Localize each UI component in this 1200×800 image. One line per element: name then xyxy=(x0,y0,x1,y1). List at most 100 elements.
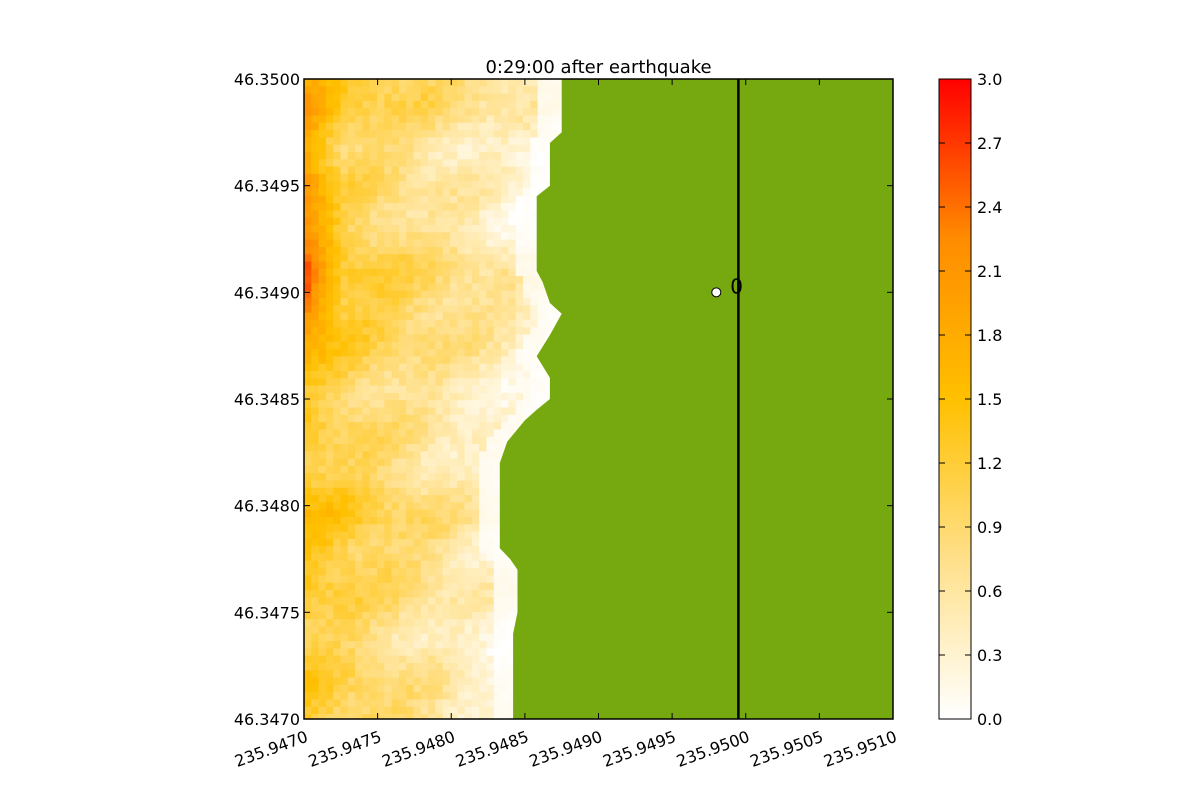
water-cell xyxy=(530,327,539,336)
water-cell xyxy=(428,79,436,87)
water-cell xyxy=(325,305,334,314)
water-cell xyxy=(479,568,488,576)
water-cell xyxy=(435,611,444,620)
water-cell xyxy=(464,714,473,719)
water-cell xyxy=(413,203,422,211)
water-cell xyxy=(377,144,385,153)
water-cell xyxy=(515,349,524,357)
water-cell xyxy=(318,217,327,226)
water-cell xyxy=(479,590,488,598)
water-cell xyxy=(325,444,334,452)
water-cell xyxy=(420,239,429,248)
water-cell xyxy=(501,130,509,138)
water-cell xyxy=(325,677,334,686)
water-cell xyxy=(428,502,436,511)
water-cell xyxy=(384,480,393,489)
water-cell xyxy=(450,480,458,489)
water-cell xyxy=(362,597,371,606)
water-cell xyxy=(471,79,480,87)
water-cell xyxy=(325,699,334,708)
water-cell xyxy=(398,451,407,460)
water-cell xyxy=(493,378,502,387)
water-cell xyxy=(362,188,371,197)
water-cell xyxy=(406,341,415,350)
water-cell xyxy=(311,444,320,452)
water-cell xyxy=(340,210,349,219)
water-cell xyxy=(406,100,415,109)
water-cell xyxy=(442,575,451,584)
water-cell xyxy=(333,684,342,693)
water-cell xyxy=(377,538,385,547)
water-cell xyxy=(318,444,327,452)
water-cell xyxy=(391,152,400,160)
water-cell xyxy=(493,305,502,314)
water-cell xyxy=(479,546,488,555)
water-cell xyxy=(515,261,524,270)
water-cell xyxy=(362,276,371,284)
water-cell xyxy=(318,349,327,357)
water-cell xyxy=(355,611,363,620)
water-cell xyxy=(450,327,458,336)
water-cell xyxy=(406,144,415,153)
water-cell xyxy=(442,210,451,219)
water-cell xyxy=(493,509,501,518)
water-cell xyxy=(304,203,312,211)
water-cell xyxy=(413,349,422,357)
water-cell xyxy=(493,546,502,555)
water-cell xyxy=(486,334,495,343)
water-cell xyxy=(347,451,356,460)
water-cell xyxy=(406,480,415,489)
water-cell xyxy=(508,203,517,211)
water-cell xyxy=(464,619,473,628)
water-cell xyxy=(486,444,495,452)
water-cell xyxy=(435,363,444,372)
water-cell xyxy=(420,144,429,153)
water-cell xyxy=(515,195,524,204)
water-cell xyxy=(471,451,480,460)
water-cell xyxy=(318,225,327,233)
water-cell xyxy=(501,641,509,649)
water-cell xyxy=(369,538,378,547)
water-cell xyxy=(391,473,400,482)
water-cell xyxy=(552,100,561,109)
water-cell xyxy=(515,173,524,182)
water-cell xyxy=(428,115,436,124)
water-cell xyxy=(450,560,458,569)
water-cell xyxy=(347,130,356,138)
water-cell xyxy=(442,633,451,642)
water-cell xyxy=(369,655,378,664)
water-cell xyxy=(333,619,342,628)
water-cell xyxy=(362,305,371,314)
water-cell xyxy=(362,159,371,168)
water-cell xyxy=(384,319,393,328)
water-cell xyxy=(435,144,444,153)
water-cell xyxy=(413,677,422,686)
water-cell xyxy=(377,341,385,350)
water-cell xyxy=(457,276,466,284)
water-cell xyxy=(384,312,393,321)
water-cell xyxy=(369,166,378,175)
water-cell xyxy=(369,108,378,117)
water-cell xyxy=(413,436,422,445)
water-cell xyxy=(442,385,451,394)
water-cell xyxy=(457,706,466,715)
water-cell xyxy=(362,684,371,693)
water-cell xyxy=(384,517,393,525)
water-cell xyxy=(450,568,458,576)
water-cell xyxy=(457,268,466,277)
water-cell xyxy=(391,371,400,379)
water-cell xyxy=(471,648,480,657)
water-cell xyxy=(435,122,444,131)
water-cell xyxy=(428,130,436,138)
water-cell xyxy=(428,495,436,503)
water-cell xyxy=(479,378,488,387)
water-cell xyxy=(508,560,515,569)
water-cell xyxy=(304,546,312,555)
water-cell xyxy=(479,108,488,117)
water-cell xyxy=(340,444,349,452)
water-cell xyxy=(413,407,422,416)
water-cell xyxy=(304,341,312,350)
water-cell xyxy=(304,692,312,701)
water-cell xyxy=(347,93,356,102)
water-cell xyxy=(369,422,378,430)
